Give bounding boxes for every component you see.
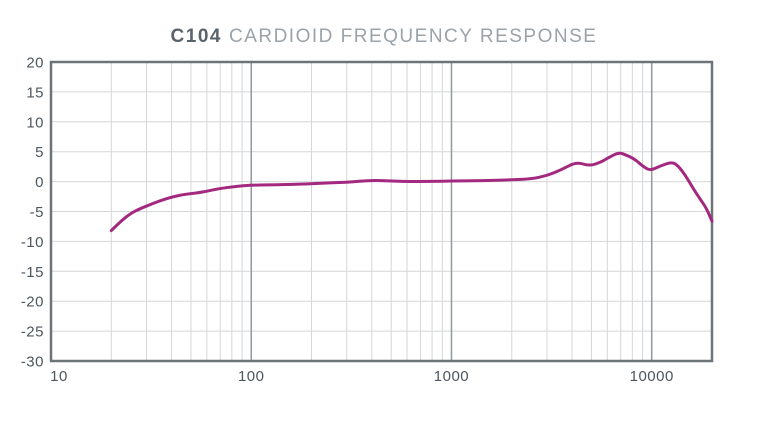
y-tick-label: 5 [35, 144, 44, 161]
chart-title: C104 CARDIOID FREQUENCY RESPONSE [0, 26, 768, 48]
x-tick-label: 10 [50, 368, 68, 385]
y-tick-label: -5 [30, 204, 44, 221]
plot-frame [49, 60, 714, 363]
y-tick-label: 10 [26, 114, 44, 131]
x-tick-label: 100 [238, 368, 265, 385]
chart-title-model: C104 [170, 26, 222, 47]
response-curve [109, 151, 714, 233]
y-tick-label: -20 [21, 294, 44, 311]
y-tick-label: 15 [26, 84, 44, 101]
chart-title-text: CARDIOID FREQUENCY RESPONSE [228, 26, 598, 47]
y-tick-label: 0 [35, 174, 44, 191]
y-tick-label: 20 [26, 55, 44, 72]
y-tick-label: -10 [21, 234, 44, 251]
x-tick-label: 10000 [630, 368, 674, 385]
y-tick-label: -15 [21, 264, 44, 281]
x-tick-label: 1000 [434, 368, 469, 385]
y-tick-label: -25 [21, 324, 44, 341]
y-tick-label: -30 [21, 354, 44, 371]
